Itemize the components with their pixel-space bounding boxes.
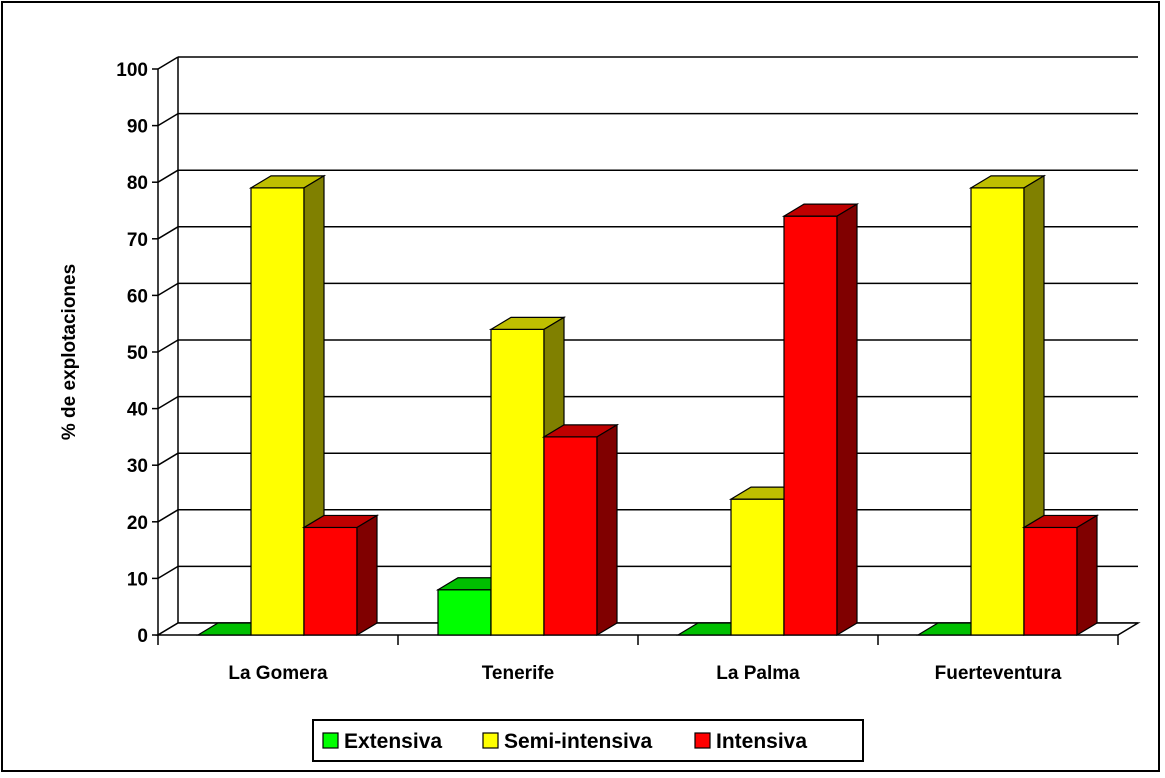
x-tick-label: Fuerteventura: [935, 663, 1062, 684]
gridline-diagonal: [157, 169, 179, 183]
legend-label: Intensiva: [716, 730, 807, 753]
bar-front: [250, 187, 305, 636]
bar-front: [783, 215, 838, 636]
y-tick-label: 100: [116, 60, 148, 81]
y-tick-label: 20: [127, 513, 148, 534]
gridline-diagonal: [157, 339, 179, 353]
legend-swatch: [482, 732, 499, 749]
x-tick-label: La Palma: [716, 663, 800, 684]
y-tick-label: 50: [127, 343, 148, 364]
legend-swatch: [322, 732, 339, 749]
gridline-diagonal: [157, 509, 179, 523]
x-tick-label: Tenerife: [482, 663, 555, 684]
legend-item: Intensiva: [694, 730, 807, 753]
legend-label: Semi-intensiva: [504, 730, 653, 753]
y-axis-label: % de explotaciones: [59, 264, 80, 440]
y-tick-label: 60: [127, 286, 148, 307]
gridline-diagonal: [157, 112, 179, 127]
labels: 0 10 20 30 40 50 60 70 80 90 100 La Gomera Tenerife L…: [116, 60, 1061, 684]
bar-side: [836, 203, 858, 637]
bar-front: [437, 589, 492, 636]
y-tick-label: 40: [127, 400, 148, 421]
bar: [968, 174, 1047, 637]
legend-item: Extensiva: [322, 730, 442, 753]
legend-box: [312, 719, 864, 762]
bar: [781, 203, 860, 637]
x-tick-label: La Gomera: [228, 663, 328, 684]
gridline-diagonal: [157, 56, 179, 70]
bar-front: [730, 498, 785, 636]
bar-front: [490, 328, 545, 636]
bar-side: [1076, 514, 1098, 637]
y-tick-label: 30: [127, 456, 148, 477]
gridline-diagonal: [157, 226, 179, 240]
legend-label: Extensiva: [344, 730, 442, 753]
bar-front: [303, 526, 358, 636]
legend: Extensiva Semi-intensiva Intensiva: [312, 719, 864, 762]
y-tick-label: 70: [127, 230, 148, 251]
bar-side: [356, 514, 378, 637]
y-tick-label: 0: [137, 626, 148, 647]
y-tick-label: 80: [127, 173, 148, 194]
gridline-diagonal: [157, 452, 179, 466]
legend-item: Semi-intensiva: [482, 730, 653, 753]
legend-swatch: [694, 732, 711, 749]
y-tick-label: 90: [127, 117, 148, 138]
bar-side: [596, 423, 618, 637]
bars: [195, 174, 1100, 637]
bar: [1021, 514, 1100, 637]
gridline-diagonal: [157, 395, 179, 410]
gridline-diagonal: [157, 282, 179, 297]
y-tick-label: 10: [127, 569, 148, 590]
bar-front: [543, 436, 598, 636]
bar: [541, 423, 620, 637]
bar-front: [1023, 526, 1078, 636]
gridline-diagonal: [157, 565, 179, 580]
bar: [301, 514, 380, 637]
bar-front: [970, 187, 1025, 636]
